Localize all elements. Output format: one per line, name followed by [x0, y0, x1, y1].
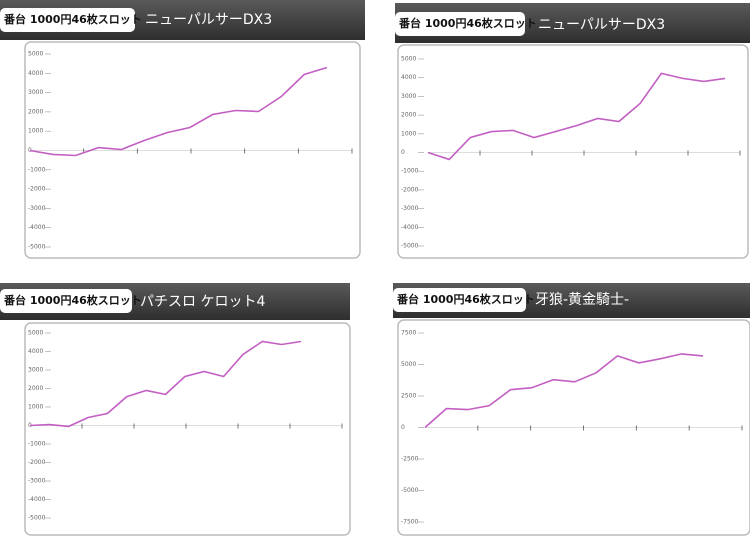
y-tick-label: -3000: [28, 205, 46, 212]
y-tick-label: -1000: [401, 168, 419, 175]
y-tick-label: 3000: [401, 93, 416, 100]
header-label: 番台 1000円46枚スロット: [398, 16, 537, 30]
y-tick-label: -5000: [401, 487, 419, 494]
header-label-bg: [395, 12, 525, 36]
y-tick-label: 0: [401, 149, 405, 156]
y-tick-label: -1000: [28, 166, 46, 173]
header-label: 番台 1000円46枚スロット: [3, 12, 142, 26]
data-line: [424, 353, 704, 429]
y-tick-label: -5000: [28, 244, 46, 251]
y-tick-label: -4000: [401, 224, 419, 231]
y-tick-label: -7500: [401, 519, 419, 526]
data-line: [29, 340, 302, 428]
y-tick-label: -4000: [28, 224, 46, 231]
data-line: [427, 72, 726, 161]
data-line: [29, 66, 328, 157]
y-tick-label: -2000: [28, 186, 46, 193]
y-tick-label: 2000: [401, 112, 416, 119]
y-tick-label: -3000: [28, 478, 46, 485]
y-tick-label: -2000: [28, 459, 46, 466]
y-tick-label: 5000: [401, 361, 416, 368]
y-tick-label: -5000: [401, 243, 419, 250]
y-tick-label: 2000: [28, 385, 43, 392]
plot-area: [397, 44, 749, 259]
chart-title: ニューパルサーDX3: [145, 12, 272, 28]
y-tick-label: 5000: [28, 330, 43, 337]
plot-area: [24, 322, 351, 536]
y-tick-label: 3000: [28, 89, 43, 96]
y-tick-label: 5000: [28, 51, 43, 58]
header-label-bg: [393, 288, 526, 312]
y-tick-label: -3000: [401, 205, 419, 212]
header-label: 番台 1000円46枚スロット: [3, 293, 142, 307]
y-tick-label: 3000: [28, 367, 43, 374]
chart-title: パチスロ ケロット4: [140, 294, 265, 310]
y-tick-label: 2000: [28, 108, 43, 115]
header-label: 番台 1000円46枚スロット: [396, 292, 535, 306]
y-tick-label: 5000: [401, 56, 416, 63]
y-tick-label: -2000: [401, 186, 419, 193]
header-label-bg: [0, 289, 132, 313]
chart-title: ニューパルサーDX3: [538, 17, 665, 33]
y-tick-label: 1000: [28, 404, 43, 411]
y-tick-label: 4000: [28, 70, 43, 77]
header-label-bg: [0, 8, 135, 32]
y-tick-label: 2500: [401, 393, 416, 400]
y-tick-label: 4000: [401, 74, 416, 81]
y-tick-label: 7500: [401, 330, 416, 337]
chart-title: 牙狼-黄金騎士-: [535, 291, 629, 308]
y-tick-label: 0: [401, 424, 405, 431]
y-tick-label: 4000: [28, 348, 43, 355]
y-tick-label: -1000: [28, 441, 46, 448]
y-tick-label: -2500: [401, 456, 419, 463]
y-tick-label: -5000: [28, 515, 46, 522]
y-tick-label: -4000: [28, 496, 46, 503]
y-tick-label: 1000: [28, 128, 43, 135]
y-tick-label: 1000: [401, 130, 416, 137]
